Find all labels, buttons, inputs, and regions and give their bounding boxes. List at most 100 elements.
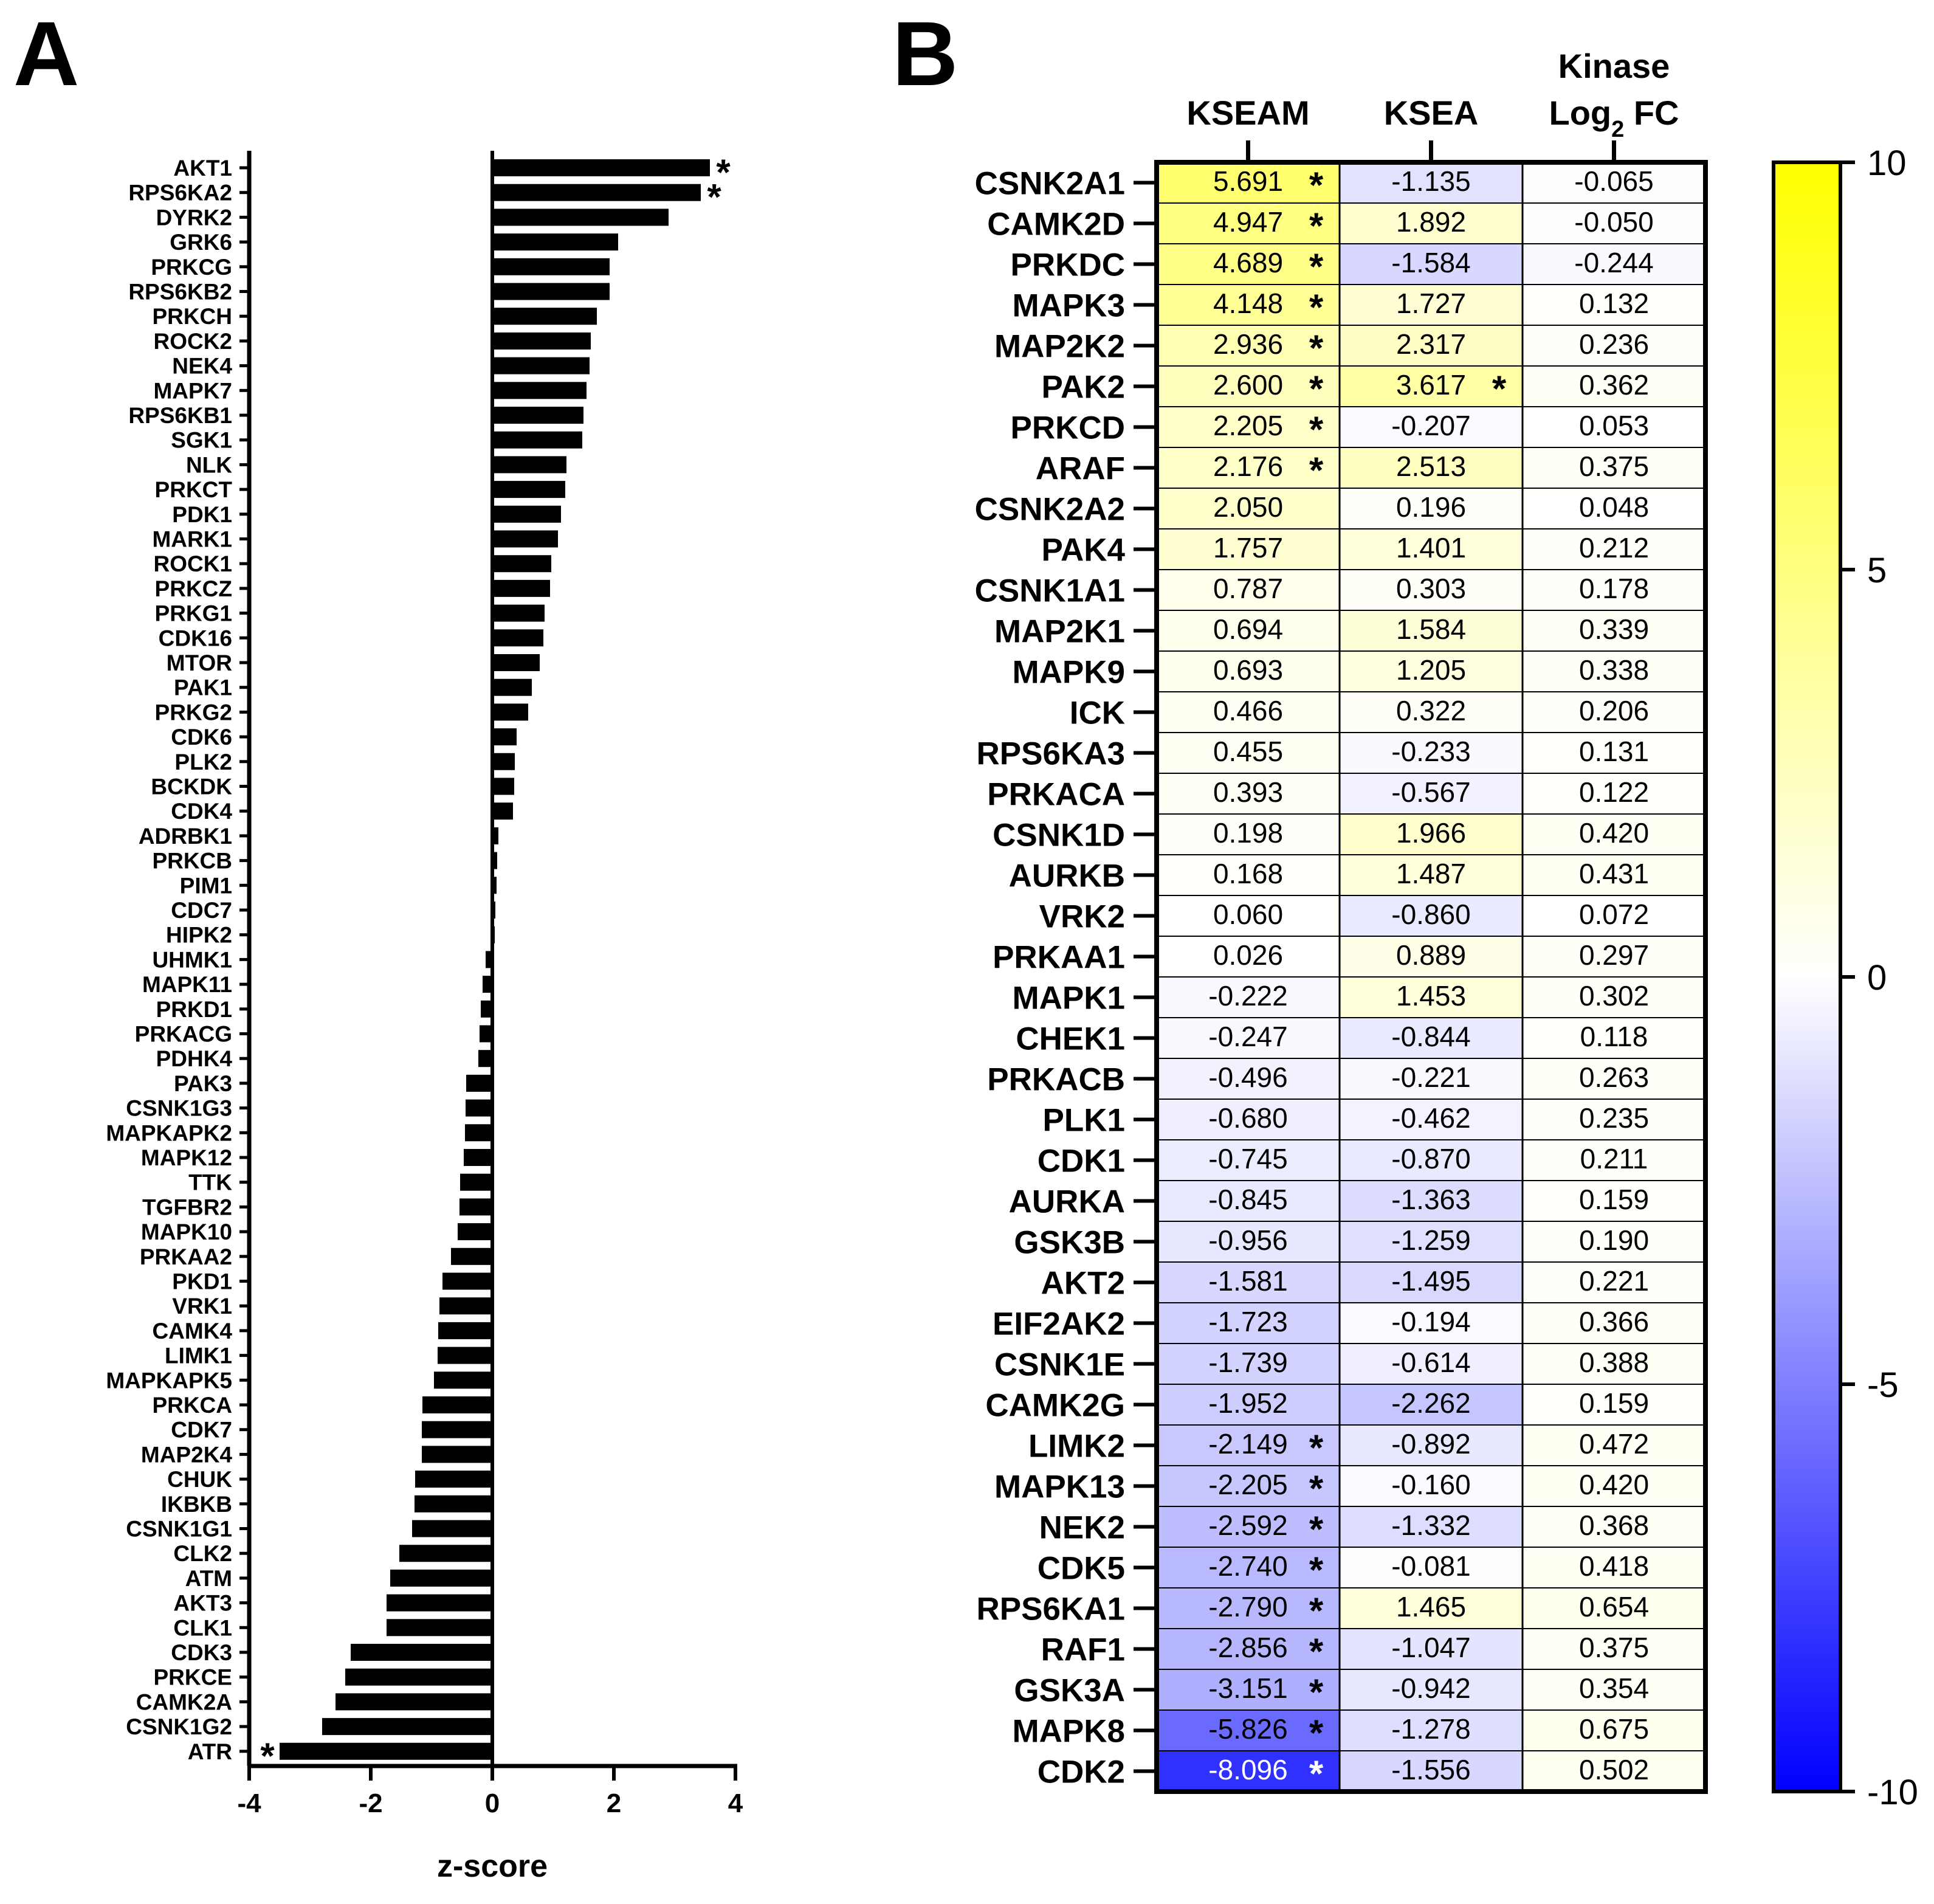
cell-value: 0.060 <box>1213 899 1283 930</box>
heatmap-cell <box>1523 651 1705 692</box>
significance-star: * <box>1309 1672 1324 1713</box>
heatmap-cell <box>1340 895 1523 936</box>
cell-value: -0.244 <box>1574 247 1653 278</box>
cell-value: 1.487 <box>1396 858 1466 889</box>
bar-pim1 <box>492 877 497 894</box>
bar-rock2 <box>492 332 591 350</box>
category-label: TGFBR2 <box>142 1195 232 1219</box>
heatmap-cell <box>1157 285 1340 325</box>
heatmap-cell <box>1340 447 1523 488</box>
row-label: RPS6KA1 <box>977 1592 1125 1627</box>
category-label: ATM <box>185 1566 232 1591</box>
heatmap-cell <box>1523 1588 1705 1629</box>
category-label: CDC7 <box>171 898 232 923</box>
x-axis-ticks: -4 -2 0 2 4 <box>237 1766 743 1818</box>
category-label: CSNK1G2 <box>126 1714 232 1739</box>
cell-value: -0.160 <box>1391 1469 1470 1500</box>
heatmap-cell <box>1340 1669 1523 1710</box>
row-label: VRK2 <box>1039 899 1125 935</box>
cell-value: -0.860 <box>1391 899 1470 930</box>
bar-cdk6 <box>492 728 517 746</box>
bar-atm <box>390 1569 492 1587</box>
heatmap-cell <box>1157 1669 1340 1710</box>
cell-value: 0.118 <box>1580 1021 1648 1052</box>
cell-value: 0.212 <box>1579 532 1649 564</box>
bar-grk6 <box>492 233 618 251</box>
row-label: GSK3B <box>1014 1225 1125 1261</box>
significance-star: * <box>1309 1468 1324 1509</box>
cell-value: 2.513 <box>1396 450 1466 482</box>
category-label: ATR <box>188 1739 232 1764</box>
cell-value: 4.689 <box>1213 247 1283 278</box>
heatmap-cell <box>1157 488 1340 529</box>
category-label: RPS6KB1 <box>128 403 232 428</box>
heatmap-cell <box>1157 1140 1340 1181</box>
significance-star: * <box>1492 368 1507 409</box>
heatmap-cell <box>1523 325 1705 366</box>
cell-value: 0.206 <box>1579 695 1649 726</box>
heatmap-cells: 5.691 * -1.135 -0.065 4.947 * 1.892 -0.050 4.689… <box>1157 162 1705 1794</box>
heatmap-cell <box>1523 1547 1705 1588</box>
cell-value: 0.466 <box>1213 695 1283 726</box>
heatmap-cell <box>1157 1466 1340 1506</box>
heatmap-cell <box>1523 1384 1705 1425</box>
category-label: NEK4 <box>172 354 232 379</box>
bar-mapk11 <box>483 976 492 993</box>
heatmap-cell <box>1340 162 1523 203</box>
bar-mtor <box>492 654 540 671</box>
significance-star: * <box>1309 287 1324 328</box>
colorbar-tick-label: 0 <box>1867 958 1887 998</box>
heatmap-cell <box>1157 733 1340 773</box>
category-label: IKBKB <box>161 1492 232 1517</box>
category-label: CSNK1G1 <box>126 1517 232 1542</box>
row-label: CDK2 <box>1038 1754 1125 1790</box>
heatmap-cell <box>1340 977 1523 1018</box>
cell-value: -0.050 <box>1574 206 1653 238</box>
category-label: PDHK4 <box>156 1046 233 1071</box>
category-label: MAPKAPK2 <box>106 1120 232 1145</box>
cell-value: -0.222 <box>1208 980 1287 1012</box>
cell-value: 0.178 <box>1579 573 1649 604</box>
row-label: PAK2 <box>1042 370 1125 405</box>
heatmap-cell <box>1157 1751 1340 1792</box>
heatmap-cell <box>1340 1303 1523 1343</box>
heatmap-cell <box>1523 733 1705 773</box>
cell-value: 0.694 <box>1213 613 1283 645</box>
cell-value: 5.691 <box>1213 165 1283 197</box>
heatmap-cell <box>1523 1710 1705 1751</box>
row-label: PRKCD <box>1011 410 1125 446</box>
cell-value: 2.317 <box>1396 328 1466 360</box>
significance-star: * <box>1309 205 1324 246</box>
category-label: AKT1 <box>173 156 232 181</box>
cell-value: 0.420 <box>1579 1469 1649 1500</box>
heatmap-cell <box>1340 1099 1523 1140</box>
bar-pdhk4 <box>478 1050 492 1068</box>
row-label: PRKACA <box>987 777 1125 813</box>
category-label: CDK4 <box>171 799 232 824</box>
heatmap-cell <box>1340 244 1523 285</box>
heatmap-cell <box>1340 733 1523 773</box>
category-label: MAPKAPK5 <box>106 1368 232 1393</box>
bar-pkd1 <box>442 1272 492 1290</box>
heatmap-cell <box>1523 1751 1705 1792</box>
row-labels: CSNK2A1 CAMK2D PRKDC MAPK3 MAP2K2 PAK2 PRKCD AR… <box>975 166 1157 1790</box>
category-label: PRKAA2 <box>140 1244 232 1269</box>
cell-value: 0.393 <box>1213 776 1283 808</box>
category-label: PRKCZ <box>155 576 232 601</box>
panel-b-letter: B <box>892 2 958 105</box>
category-label: PLK2 <box>174 750 232 774</box>
cell-value: 0.122 <box>1579 776 1649 808</box>
colorbar-ticks: 10 5 0 -5 -10 <box>1840 143 1918 1812</box>
cell-value: -0.207 <box>1391 410 1470 441</box>
cell-value: -2.790 <box>1208 1591 1287 1623</box>
cell-value: -2.262 <box>1391 1387 1470 1419</box>
cell-value: -8.096 <box>1208 1754 1287 1785</box>
bar-akt3 <box>387 1594 492 1612</box>
cell-value: -0.194 <box>1391 1306 1470 1337</box>
category-label: AKT3 <box>173 1591 232 1616</box>
cell-value: 0.455 <box>1213 736 1283 767</box>
significance-star: * <box>1309 165 1324 205</box>
x-tick-label: 2 <box>607 1788 621 1818</box>
cell-value: 0.131 <box>1579 736 1649 767</box>
row-label: CSNK1E <box>994 1347 1125 1383</box>
